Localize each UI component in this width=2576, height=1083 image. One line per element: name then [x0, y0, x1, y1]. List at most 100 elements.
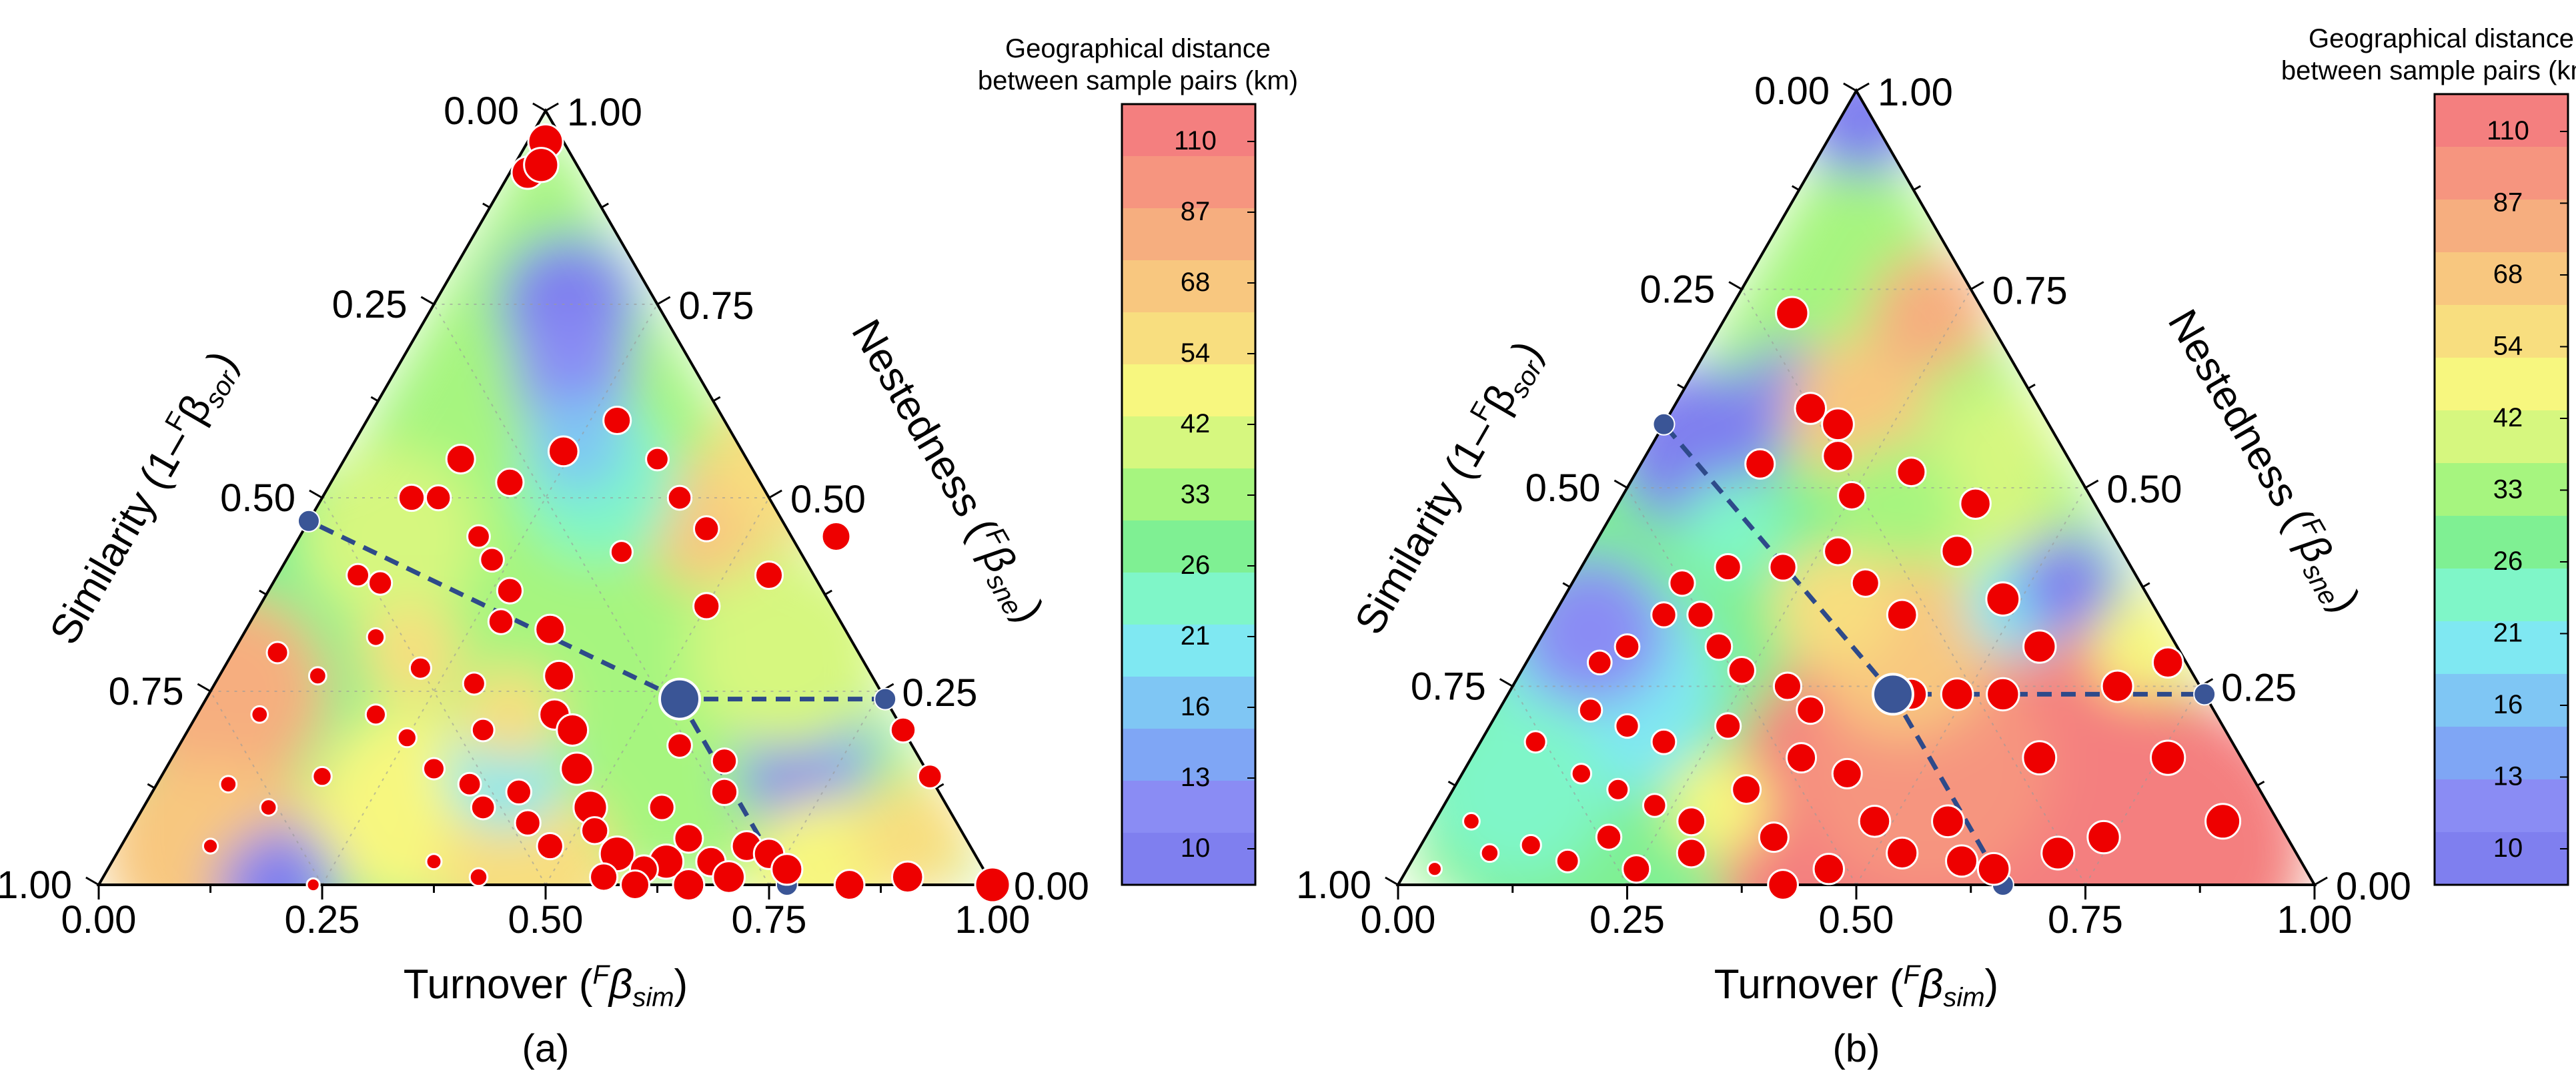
- edge-projection-marker: [1652, 412, 1676, 436]
- data-point: [2040, 835, 2076, 871]
- data-point: [479, 547, 505, 573]
- data-point: [1976, 851, 2011, 886]
- colorbar-band: [2435, 358, 2568, 411]
- colorbar-band: [2435, 147, 2568, 200]
- data-point: [367, 570, 394, 596]
- data-point: [1986, 677, 2020, 712]
- tick-label: 0.50: [508, 898, 584, 942]
- colorbar-band: [1122, 312, 1255, 365]
- grid-lines-b: [1511, 288, 2201, 885]
- axis-title-right-b: Nestedness (Fβsne): [2155, 302, 2371, 623]
- axis-title-right-a: Nestedness (Fβsne): [838, 312, 1054, 633]
- colorbar-band: [1122, 833, 1255, 885]
- data-point: [890, 860, 924, 894]
- data-point: [974, 866, 1011, 904]
- colorbar-tick-label: 16: [1181, 692, 1211, 721]
- data-point: [692, 515, 720, 543]
- colorbar-tick-label: 21: [1181, 621, 1211, 651]
- data-point: [505, 778, 533, 806]
- tick-label: 0.75: [2048, 898, 2123, 942]
- colorbar-tick-label: 26: [1181, 551, 1211, 580]
- data-point: [1606, 777, 1630, 801]
- data-point: [1650, 601, 1678, 629]
- data-point: [1744, 448, 1776, 480]
- tick-label: 1.00: [567, 91, 642, 134]
- colorbar-band: [2435, 727, 2568, 780]
- data-point: [710, 777, 739, 806]
- data-point: [1714, 712, 1742, 740]
- data-point: [1614, 633, 1641, 660]
- colorbar-tick-label: 68: [1181, 268, 1211, 297]
- data-point: [311, 765, 333, 787]
- data-point: [305, 877, 321, 893]
- contour-region: [218, 825, 337, 885]
- data-point: [457, 771, 482, 797]
- data-point: [1614, 713, 1640, 739]
- data-point: [1577, 697, 1603, 723]
- colorbar-tick-label: 54: [1181, 338, 1211, 368]
- data-point: [1850, 568, 1880, 598]
- tick-label: 0.50: [220, 476, 295, 520]
- colorbar-tick-label: 21: [2493, 619, 2523, 648]
- data-point: [396, 727, 418, 749]
- centroid-guide-line: [1890, 693, 2005, 886]
- colorbar-title-a: Geographical distance: [1005, 34, 1271, 63]
- colorbar-band: [2435, 621, 2568, 675]
- data-point: [602, 405, 632, 436]
- data-point: [1886, 836, 1919, 869]
- data-point: [1786, 742, 1818, 774]
- edge-projection-marker: [297, 509, 320, 532]
- data-point: [2022, 629, 2057, 664]
- data-point: [495, 467, 525, 497]
- tick-label: 0.25: [1589, 898, 1665, 942]
- colorbar-tick-labels-b: 110 87 68 54 42 33 26 21 16 13 10: [2487, 116, 2529, 863]
- contour-region: [300, 448, 478, 625]
- colorbar-band: [1122, 364, 1255, 417]
- contour-region: [1682, 476, 1784, 579]
- colorbar-tick-label: 33: [1181, 480, 1211, 509]
- data-point: [710, 747, 738, 775]
- colorbar-band: [1122, 468, 1255, 521]
- data-point: [1676, 837, 1707, 869]
- colorbar-band: [1122, 573, 1255, 625]
- axis-title-left-a: Similarity (1–Fβsor): [40, 342, 250, 654]
- data-point: [1758, 821, 1790, 853]
- data-point: [1896, 456, 1927, 488]
- axis-title-left-b: Similarity (1–Fβsor): [1345, 332, 1555, 644]
- colorbar-a: [1121, 103, 1257, 886]
- colorbar-band: [2435, 463, 2568, 516]
- data-point: [487, 608, 515, 635]
- data-point: [620, 869, 650, 900]
- data-point: [754, 560, 784, 591]
- tick-label: 0.25: [1640, 268, 1715, 312]
- data-point: [1714, 553, 1742, 582]
- data-point: [265, 641, 289, 665]
- right-tick-labels-a: 0.00 0.25 0.50 0.75 1.00: [567, 91, 1089, 908]
- colorbar-tick-label: 110: [1174, 126, 1217, 155]
- data-point: [1704, 632, 1734, 661]
- tick-label: 0.75: [1992, 270, 2068, 313]
- tick-label: 0.75: [679, 284, 754, 328]
- data-point: [2086, 819, 2121, 855]
- right-tick-labels-b: 0.00 0.25 0.50 0.75 1.00: [1878, 71, 2411, 908]
- colorbar-b: [2433, 93, 2569, 886]
- data-point: [445, 444, 476, 474]
- data-point: [1775, 296, 1810, 330]
- colorbar-band: [2435, 94, 2568, 147]
- tick-label: 1.00: [1878, 71, 1953, 114]
- data-point: [1676, 806, 1707, 837]
- data-point: [1940, 677, 1974, 711]
- colorbar-title-a: between sample pairs (km): [978, 66, 1298, 95]
- data-point: [1462, 811, 1481, 831]
- data-point: [219, 775, 238, 794]
- data-point: [1570, 763, 1593, 785]
- data-point: [496, 577, 524, 605]
- data-point: [589, 862, 619, 892]
- data-point: [259, 798, 278, 817]
- tick-label: 0.75: [732, 898, 807, 942]
- data-point: [523, 147, 560, 184]
- data-point: [1426, 861, 1443, 877]
- ternary-panel-a: 0.00 0.25 0.50 0.75 1.00 1.00 0.75 0.50 …: [0, 34, 1298, 1070]
- data-point: [673, 823, 704, 854]
- data-point: [1523, 730, 1547, 754]
